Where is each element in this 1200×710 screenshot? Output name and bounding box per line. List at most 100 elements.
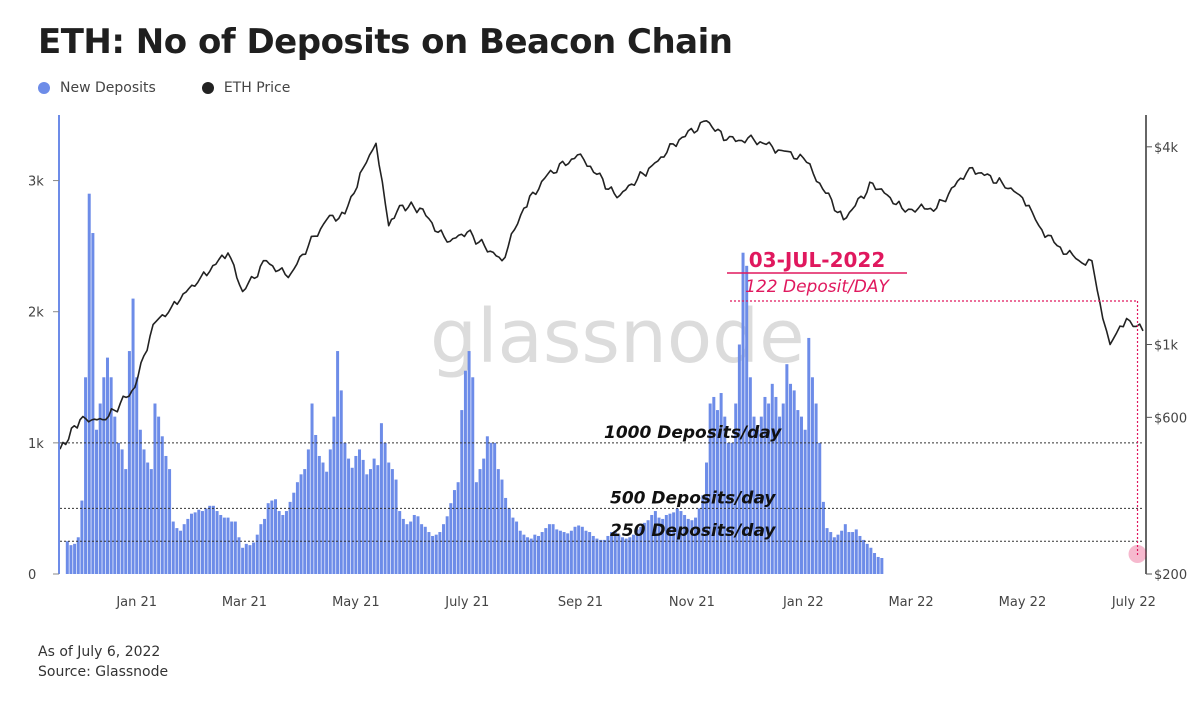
deposit-bar bbox=[642, 522, 646, 574]
deposit-bar bbox=[288, 501, 292, 574]
deposit-bar bbox=[617, 534, 621, 574]
deposit-bar bbox=[361, 459, 365, 574]
deposit-bar bbox=[650, 514, 654, 574]
deposit-bar bbox=[752, 416, 756, 574]
x-tick-label: Sep 21 bbox=[558, 595, 603, 610]
deposit-bar bbox=[873, 553, 877, 574]
deposit-bar bbox=[135, 377, 139, 574]
deposit-bar bbox=[851, 532, 855, 574]
chart-title: ETH: No of Deposits on Beacon Chain bbox=[38, 22, 733, 62]
deposit-bar bbox=[124, 469, 128, 574]
deposit-bar bbox=[493, 442, 497, 574]
footer-source: Source: Glassnode bbox=[38, 664, 169, 680]
deposit-bar bbox=[803, 429, 807, 574]
deposit-bar bbox=[368, 469, 372, 574]
deposit-bar bbox=[109, 377, 113, 574]
deposit-bar bbox=[792, 390, 796, 574]
deposit-bar bbox=[80, 500, 84, 574]
deposit-bar bbox=[299, 474, 303, 574]
deposit-bar bbox=[719, 393, 723, 574]
deposit-bar bbox=[449, 503, 453, 574]
deposit-bar bbox=[734, 403, 738, 574]
deposit-bar bbox=[215, 511, 219, 574]
deposit-bar bbox=[171, 521, 175, 574]
deposit-bar bbox=[252, 542, 256, 574]
x-tick-label: May 22 bbox=[999, 595, 1047, 610]
deposit-bar bbox=[376, 465, 380, 574]
deposit-bar bbox=[438, 532, 442, 574]
deposit-bar bbox=[277, 511, 281, 574]
footer-date: As of July 6, 2022 bbox=[38, 644, 161, 660]
deposit-bar bbox=[211, 505, 215, 574]
deposit-bar bbox=[708, 403, 712, 574]
deposit-bar bbox=[551, 524, 555, 574]
deposit-bar bbox=[372, 458, 376, 574]
deposit-bar bbox=[416, 516, 420, 574]
deposit-bar bbox=[748, 377, 752, 574]
eth-price-line bbox=[59, 120, 1144, 450]
x-tick-label: July 22 bbox=[1111, 595, 1156, 610]
deposit-bar bbox=[606, 535, 610, 574]
deposit-bar bbox=[668, 513, 672, 574]
deposit-bar bbox=[255, 534, 259, 574]
price-line-group bbox=[59, 120, 1144, 450]
deposit-bar bbox=[208, 505, 212, 574]
deposit-bar bbox=[781, 403, 785, 574]
deposit-bar bbox=[610, 532, 614, 574]
deposit-bar bbox=[182, 524, 186, 574]
watermark: glassnode bbox=[430, 294, 805, 380]
deposit-bar bbox=[412, 514, 416, 574]
deposit-bar bbox=[880, 558, 884, 574]
x-tick-label: May 21 bbox=[332, 595, 380, 610]
legend-item-eth-price[interactable]: ETH Price bbox=[201, 80, 291, 96]
deposit-bar bbox=[858, 535, 862, 574]
deposit-bar bbox=[284, 511, 288, 574]
deposit-bar bbox=[843, 524, 847, 574]
y-right-tick-label: $4k bbox=[1154, 141, 1179, 156]
deposit-bar bbox=[120, 449, 124, 574]
legend-label-eth-price: ETH Price bbox=[223, 80, 291, 96]
deposit-bar bbox=[705, 462, 709, 574]
deposit-bar bbox=[661, 518, 665, 574]
deposit-bar bbox=[105, 357, 109, 574]
deposit-bar bbox=[715, 410, 719, 574]
deposit-bar bbox=[672, 512, 676, 574]
deposit-bar bbox=[116, 442, 120, 574]
deposit-bar bbox=[281, 514, 285, 574]
deposit-bar bbox=[463, 370, 467, 574]
legend-item-new-deposits[interactable]: New Deposits bbox=[38, 80, 156, 96]
deposit-bar bbox=[628, 537, 632, 574]
deposit-bar bbox=[799, 416, 803, 574]
deposit-bar bbox=[317, 455, 321, 574]
deposit-bar bbox=[785, 364, 789, 574]
x-tick-label: Jan 21 bbox=[115, 595, 157, 610]
deposit-bar bbox=[694, 517, 698, 574]
deposit-bar bbox=[76, 537, 80, 574]
deposit-bar bbox=[186, 518, 190, 574]
deposit-bar bbox=[113, 416, 117, 574]
deposit-bar bbox=[336, 351, 340, 574]
deposit-bar bbox=[73, 543, 77, 574]
reference-line-label: 500 Deposits/day bbox=[610, 488, 776, 508]
deposit-bar bbox=[259, 524, 263, 574]
deposit-bar bbox=[204, 508, 208, 574]
deposit-bar bbox=[485, 436, 489, 574]
deposit-bar bbox=[767, 403, 771, 574]
deposit-bar bbox=[310, 403, 314, 574]
deposit-bar bbox=[230, 521, 234, 574]
deposit-bar bbox=[756, 429, 760, 574]
legend-label-new-deposits: New Deposits bbox=[60, 80, 156, 96]
deposit-bar bbox=[98, 403, 102, 574]
deposit-bar bbox=[547, 524, 551, 574]
deposit-bar bbox=[511, 517, 515, 574]
deposit-bar bbox=[584, 530, 588, 574]
deposit-bar bbox=[138, 429, 142, 574]
deposit-bar bbox=[350, 467, 354, 574]
deposit-bar bbox=[365, 474, 369, 574]
deposit-bar bbox=[467, 351, 471, 574]
deposit-bar bbox=[358, 449, 362, 574]
deposit-bar bbox=[544, 528, 548, 574]
deposit-bar bbox=[653, 511, 657, 574]
reference-lines: 1000 Deposits/day 500 Deposits/day 250 Dep… bbox=[60, 423, 1143, 542]
deposit-bar bbox=[840, 530, 844, 574]
